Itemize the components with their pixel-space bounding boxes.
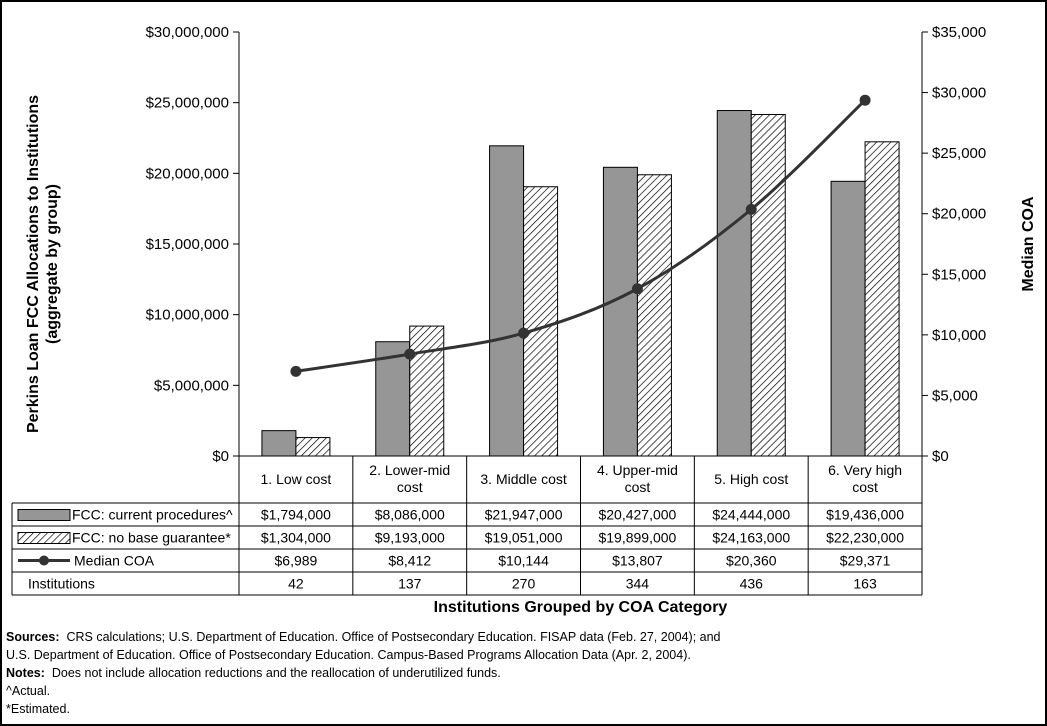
table-cell-value: 163 <box>853 576 877 592</box>
sources-text-2: U.S. Department of Education. Office of … <box>6 648 691 662</box>
table-cell-value: $10,144 <box>498 553 549 569</box>
right-tick-label: $35,000 <box>932 24 986 41</box>
median-coa-line <box>295 99 867 373</box>
table-cell-value: $8,086,000 <box>375 507 445 523</box>
notes-text: Does not include allocation reductions a… <box>51 666 501 680</box>
bar-current-procedures <box>830 180 866 457</box>
table-cell-value: $19,899,000 <box>598 530 676 546</box>
bar-no-base-guarantee <box>864 141 900 457</box>
left-axis-title-line: (aggregate by group) <box>44 184 61 344</box>
table-cell-value: 436 <box>740 576 764 592</box>
median-coa-point <box>518 327 530 339</box>
sources-label: Sources: <box>6 630 60 644</box>
notes-line: Notes: Does not include allocation reduc… <box>6 664 1036 682</box>
table-cell-value: $29,371 <box>840 553 891 569</box>
left-tick-label: $0 <box>212 448 229 465</box>
right-tick-label: $0 <box>932 448 949 465</box>
table-row-name: FCC: current procedures^ <box>72 507 233 523</box>
table-cell-value: 42 <box>288 576 304 592</box>
bar-no-base-guarantee <box>750 113 786 457</box>
left-tick-label: $20,000,000 <box>146 165 229 182</box>
bar-no-base-guarantee <box>636 174 672 457</box>
table-cell-value: $20,427,000 <box>598 507 676 523</box>
category-label: 2. Lower-mid cost <box>369 462 450 495</box>
bar-current-procedures <box>716 110 752 457</box>
right-tick-label: $10,000 <box>932 327 986 344</box>
right-tick-label: $25,000 <box>932 145 986 162</box>
category-label: 5. High cost <box>714 471 788 487</box>
table-row-name: Median COA <box>74 553 155 569</box>
left-axis-title: Perkins Loan FCC Allocations to Institut… <box>25 95 61 433</box>
category-label-line: 4. Upper-mid <box>597 462 678 478</box>
table-cell-value: $8,412 <box>388 553 431 569</box>
median-coa-point <box>631 283 643 295</box>
right-axis-title: Median COA <box>1020 196 1037 292</box>
notes-block: Sources: CRS calculations; U.S. Departme… <box>6 628 1036 718</box>
median-coa-point <box>745 203 757 215</box>
legend-key-hatched-bar <box>17 532 71 544</box>
left-tick-label: $30,000,000 <box>146 24 229 41</box>
bar-no-base-guarantee <box>523 186 559 457</box>
table-cell-value: 344 <box>626 576 650 592</box>
sources-text-1: CRS calculations; U.S. Department of Edu… <box>66 630 721 644</box>
right-tick-label: $5,000 <box>932 387 978 404</box>
legend-key-solid-bar <box>17 509 71 521</box>
x-axis-title: Institutions Grouped by COA Category <box>434 599 728 616</box>
sources-line-2: U.S. Department of Education. Office of … <box>6 646 1036 664</box>
sources-line-1: Sources: CRS calculations; U.S. Departme… <box>6 628 1036 646</box>
notes-label: Notes: <box>6 666 45 680</box>
category-label: 1. Low cost <box>261 471 332 487</box>
table-cell-value: 137 <box>398 576 422 592</box>
left-axis-title-line: Perkins Loan FCC Allocations to Institut… <box>25 95 42 433</box>
category-label: 6. Very high cost <box>828 462 902 495</box>
table-cell-value: $13,807 <box>612 553 663 569</box>
table-cell-value: $9,193,000 <box>375 530 445 546</box>
left-tick-label: $5,000,000 <box>154 377 229 394</box>
bar-current-procedures <box>602 166 638 457</box>
table-cell-value: $21,947,000 <box>485 507 563 523</box>
table-row-name: FCC: no base guarantee* <box>72 530 231 546</box>
category-label-line: 6. Very high <box>828 462 902 478</box>
median-coa-point <box>859 94 871 106</box>
table-cell-value: $20,360 <box>726 553 777 569</box>
left-tick-label: $25,000,000 <box>146 95 229 112</box>
category-label-line: 2. Lower-mid <box>369 462 450 478</box>
bar-current-procedures <box>375 341 411 457</box>
legend-key-marker <box>39 555 49 566</box>
bar-current-procedures <box>261 430 297 457</box>
table-cell-value: 270 <box>512 576 536 592</box>
table-row-name: Institutions <box>28 576 95 592</box>
footnote-estimated: *Estimated. <box>6 702 70 716</box>
category-label-line: 1. Low cost <box>261 471 332 487</box>
bar-no-base-guarantee <box>409 325 445 457</box>
median-coa-point <box>290 365 302 377</box>
table-cell-value: $1,304,000 <box>261 530 331 546</box>
category-label: 3. Middle cost <box>480 471 566 487</box>
category-label-line: 3. Middle cost <box>480 471 566 487</box>
bar-current-procedures <box>489 145 525 457</box>
left-tick-label: $15,000,000 <box>146 236 229 253</box>
left-tick-label: $10,000,000 <box>146 307 229 324</box>
right-tick-label: $15,000 <box>932 266 986 283</box>
median-coa-point <box>404 348 416 360</box>
table-cell-value: $1,794,000 <box>261 507 331 523</box>
table-cell-value: $19,051,000 <box>485 530 563 546</box>
category-label-line: cost <box>397 479 423 495</box>
category-label-line: cost <box>625 479 651 495</box>
right-tick-label: $20,000 <box>932 206 986 223</box>
right-tick-label: $30,000 <box>932 85 986 102</box>
table-cell-value: $24,444,000 <box>712 507 790 523</box>
footnote-actual: ^Actual. <box>6 684 51 698</box>
table-cell-value: $6,989 <box>275 553 318 569</box>
bar-no-base-guarantee <box>295 437 331 457</box>
table-cell-value: $22,230,000 <box>826 530 904 546</box>
category-label-line: 5. High cost <box>714 471 788 487</box>
category-label-line: cost <box>852 479 878 495</box>
category-label: 4. Upper-mid cost <box>597 462 678 495</box>
table-cell-value: $24,163,000 <box>712 530 790 546</box>
table-cell-value: $19,436,000 <box>826 507 904 523</box>
